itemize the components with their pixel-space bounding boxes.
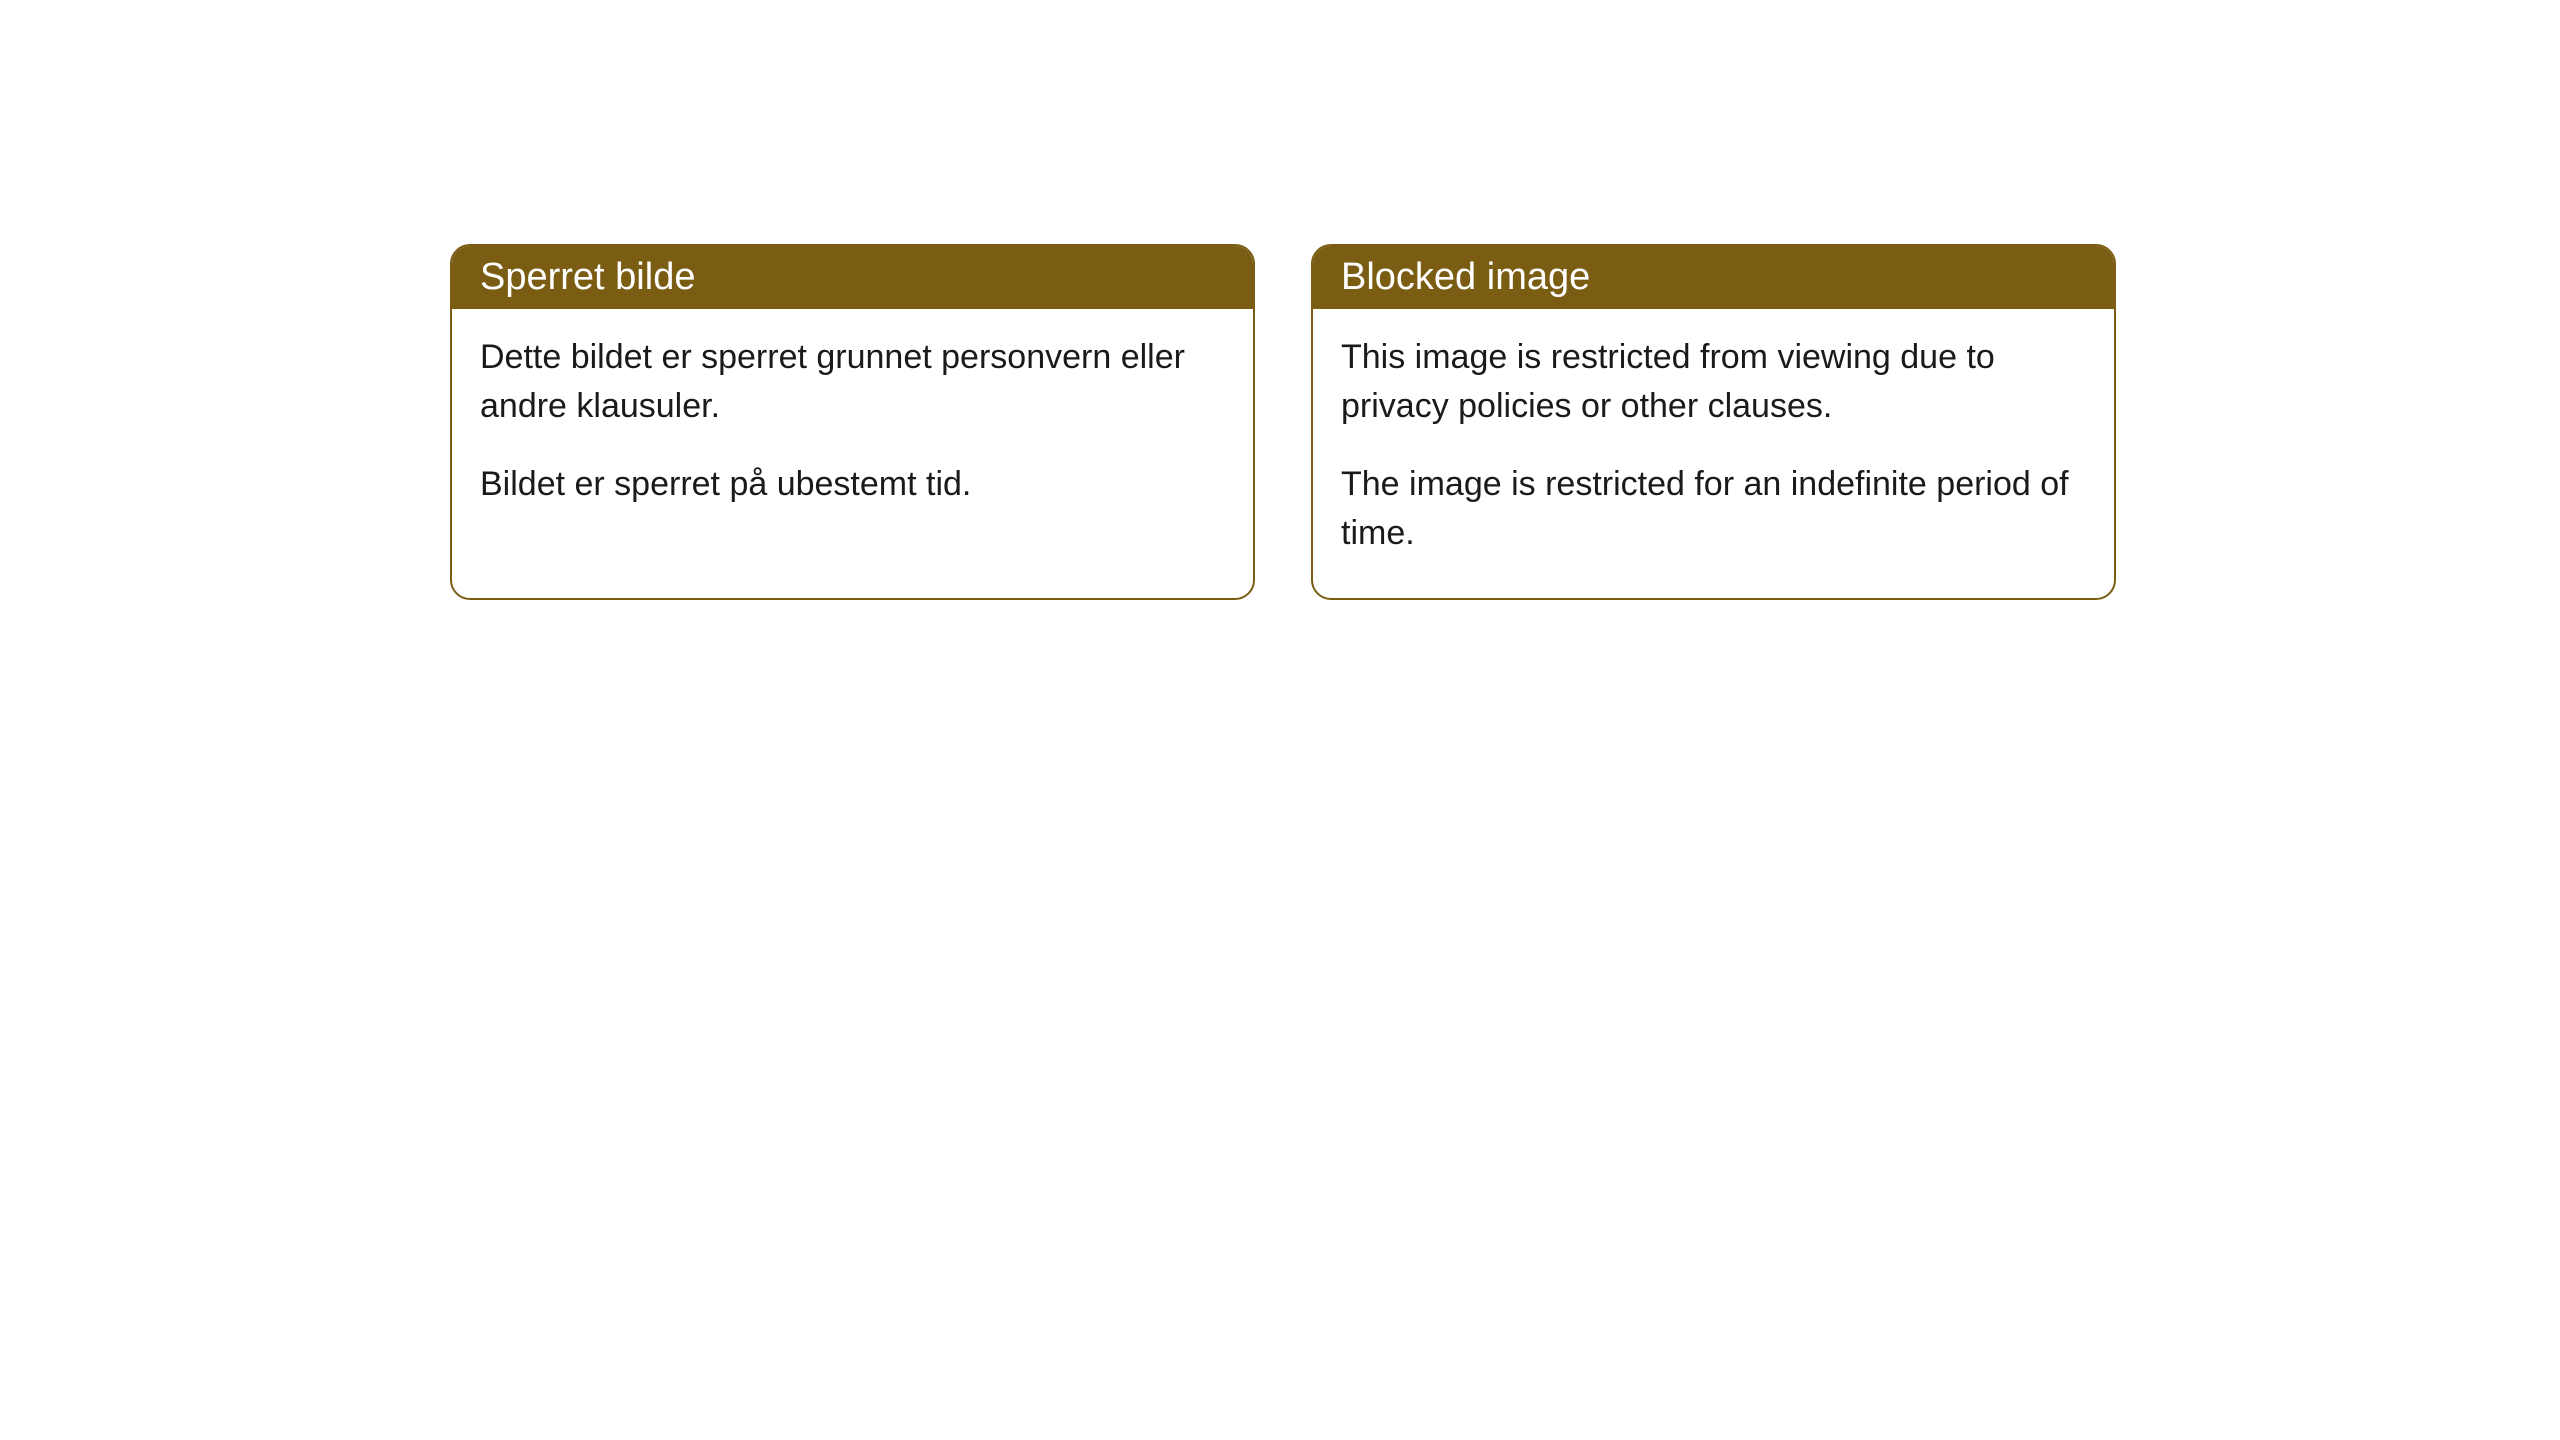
card-title: Blocked image — [1341, 256, 1590, 298]
card-title: Sperret bilde — [480, 256, 695, 298]
blocked-image-card-english: Blocked image This image is restricted f… — [1311, 244, 2116, 600]
cards-container: Sperret bilde Dette bildet er sperret gr… — [450, 244, 2116, 600]
blocked-image-card-norwegian: Sperret bilde Dette bildet er sperret gr… — [450, 244, 1255, 600]
card-header: Blocked image — [1313, 246, 2114, 309]
card-paragraph: Dette bildet er sperret grunnet personve… — [480, 333, 1225, 432]
card-body: Dette bildet er sperret grunnet personve… — [452, 309, 1253, 549]
card-paragraph: The image is restricted for an indefinit… — [1341, 460, 2086, 559]
card-paragraph: This image is restricted from viewing du… — [1341, 333, 2086, 432]
card-body: This image is restricted from viewing du… — [1313, 309, 2114, 598]
card-header: Sperret bilde — [452, 246, 1253, 309]
card-paragraph: Bildet er sperret på ubestemt tid. — [480, 460, 1225, 509]
